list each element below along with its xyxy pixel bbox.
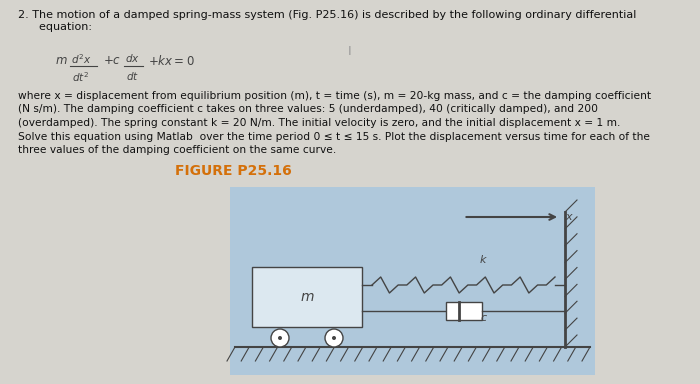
- Text: $c$: $c$: [480, 313, 487, 323]
- Text: 2. The motion of a damped spring-mass system (Fig. P25.16) is described by the f: 2. The motion of a damped spring-mass sy…: [18, 10, 636, 20]
- Text: $d^2x$: $d^2x$: [71, 52, 92, 66]
- Text: FIGURE P25.16: FIGURE P25.16: [175, 164, 292, 178]
- Text: where x = displacement from equilibrium position (m), t = time (s), m = 20-kg ma: where x = displacement from equilibrium …: [18, 91, 651, 101]
- Text: $dt^2$: $dt^2$: [72, 70, 90, 84]
- Text: $m$: $m$: [55, 55, 68, 68]
- Bar: [230, 187, 595, 375]
- Circle shape: [271, 329, 289, 347]
- Text: (overdamped). The spring constant k = 20 N/m. The initial velocity is zero, and : (overdamped). The spring constant k = 20…: [18, 118, 620, 128]
- Text: $dt$: $dt$: [126, 70, 139, 82]
- Circle shape: [332, 336, 336, 340]
- Text: I: I: [348, 45, 352, 58]
- Text: $+c$: $+c$: [103, 55, 121, 68]
- Text: $m$: $m$: [300, 290, 314, 304]
- Text: three values of the damping coefficient on the same curve.: three values of the damping coefficient …: [18, 145, 336, 155]
- Bar: [252, 267, 362, 327]
- Circle shape: [325, 329, 343, 347]
- Text: equation:: equation:: [18, 22, 92, 32]
- Circle shape: [278, 336, 282, 340]
- Text: $k$: $k$: [479, 253, 488, 265]
- Text: $dx$: $dx$: [125, 52, 140, 64]
- Text: $+kx=0$: $+kx=0$: [148, 54, 195, 68]
- Text: (N s/m). The damping coefficient c takes on three values: 5 (underdamped), 40 (c: (N s/m). The damping coefficient c takes…: [18, 104, 598, 114]
- Text: $x$: $x$: [565, 212, 574, 222]
- Text: Solve this equation using Matlab  over the time period 0 ≤ t ≤ 15 s. Plot the di: Solve this equation using Matlab over th…: [18, 131, 650, 141]
- Bar: [445, 302, 482, 320]
